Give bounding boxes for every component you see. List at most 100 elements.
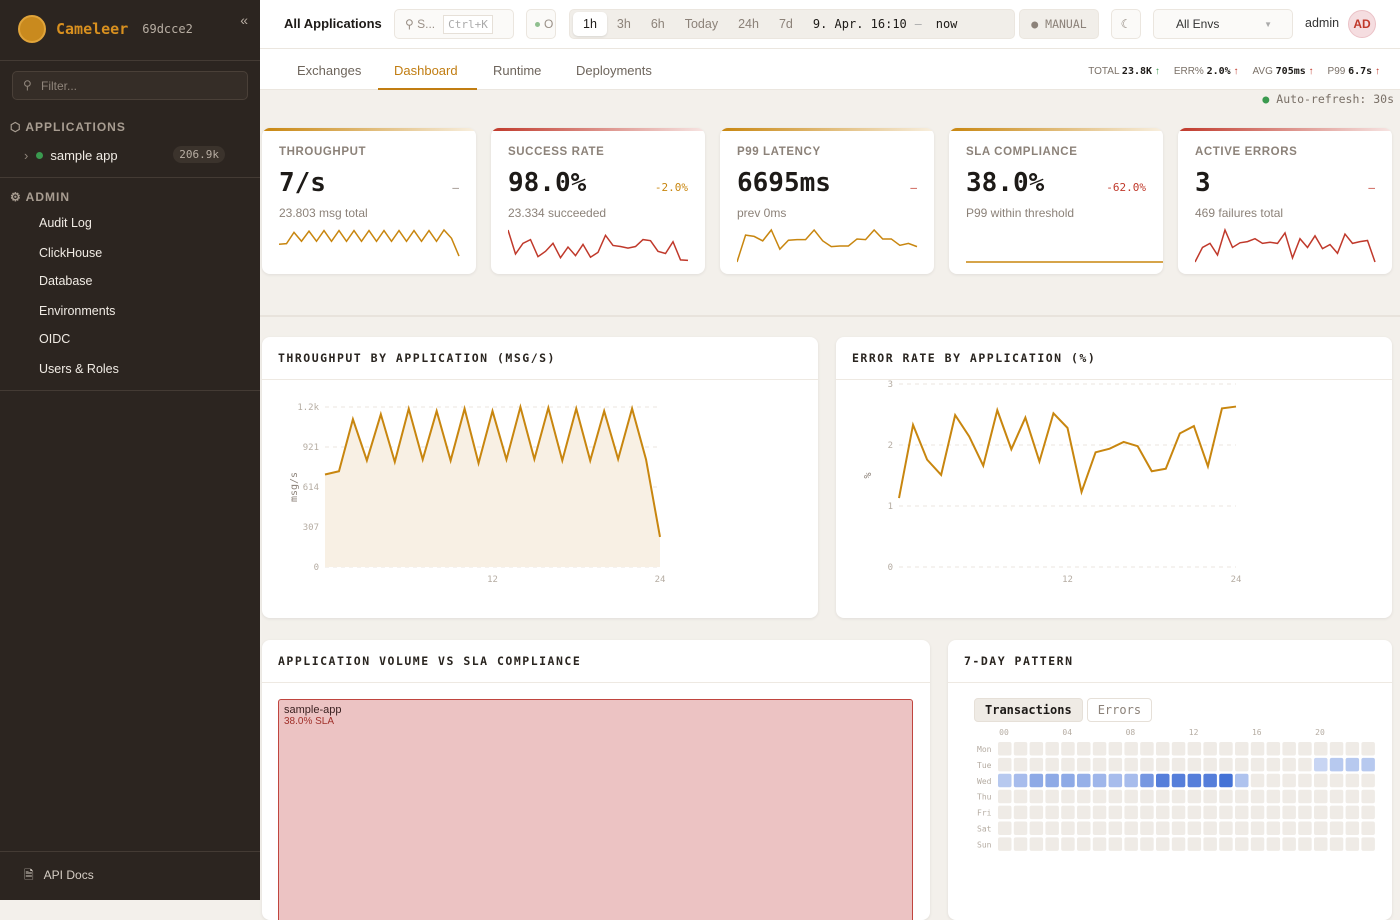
admin-item-environments[interactable]: Environments [39,304,115,318]
heatmap-cell [1361,822,1375,836]
day-label: Fri [977,809,992,818]
heatmap-cell [1188,742,1202,756]
admin-section[interactable]: ⚙ ADMIN [10,190,70,204]
api-docs-link[interactable]: 🗎 API Docs [24,866,94,887]
cube-icon: ⬡ [10,120,25,134]
status-button[interactable]: O [526,9,556,39]
range-7d[interactable]: 7d [769,17,803,31]
heatmap-cell [1014,822,1028,836]
filter-placeholder: Filter... [41,79,77,93]
range-3h[interactable]: 3h [607,17,641,31]
sparkline [508,228,705,264]
sparkline [966,228,1163,264]
heatmap-cell [1282,822,1296,836]
brand-name: Cameleer [56,20,128,38]
environment-select[interactable]: All Envs▼ [1153,9,1293,39]
heatmap-cell [1314,790,1328,804]
range-from[interactable]: 9. Apr. 16:10 [803,17,911,31]
search-icon: ⚲ [405,17,417,31]
admin-item-users-roles[interactable]: Users & Roles [39,362,119,376]
heatmap-cell [1298,758,1312,772]
range-1h[interactable]: 1h [573,12,607,36]
heatmap-cell [1203,837,1217,851]
kpi-label: ACTIVE ERRORS [1195,146,1297,158]
heatmap-cell [1267,742,1281,756]
kpi-value: 7/s [279,168,326,198]
heatmap-cell [1219,758,1233,772]
heatmap-cell [1282,758,1296,772]
range-to[interactable]: now [926,17,968,31]
heatmap-cell [1251,742,1265,756]
heatmap-cell [1314,758,1328,772]
heatmap-cell [1267,837,1281,851]
hour-label: 08 [1126,728,1136,737]
manual-refresh-button[interactable]: ● MANUAL [1019,9,1099,39]
heatmap-cell [1251,822,1265,836]
kpi-card-success-rate: SUCCESS RATE 98.0% -2.0% 23.334 succeede… [491,128,705,274]
heatmap-cell [1235,742,1249,756]
day-label: Mon [977,745,992,754]
sparkline-line [279,230,459,256]
tab-dashboard[interactable]: Dashboard [394,63,458,78]
heatmap-cell [1045,758,1059,772]
heatmap-cell [1124,790,1138,804]
heatmap-cell [1077,742,1091,756]
status-label: O [544,17,553,31]
y-tick-label: 1.2k [297,403,319,413]
theme-toggle-moon-icon[interactable]: ☾ [1111,9,1141,39]
range-6h[interactable]: 6h [641,17,675,31]
heatmap-cell [1330,758,1344,772]
heatmap-cell [1219,742,1233,756]
heatmap-cell [1235,774,1249,788]
filter-input[interactable]: ⚲Filter... [12,71,248,100]
heatmap-cell [1219,774,1233,788]
applications-section[interactable]: ⬡ APPLICATIONS [10,120,126,134]
heatmap-cell [1140,790,1154,804]
accent-bar [262,128,476,131]
admin-item-oidc[interactable]: OIDC [39,332,70,346]
env-value: All Envs [1176,17,1219,31]
search-button[interactable]: ⚲ S...Ctrl+K [394,9,514,39]
toggle-transactions[interactable]: Transactions [974,698,1083,722]
kpi-subtitle: prev 0ms [737,206,786,220]
toggle-errors[interactable]: Errors [1087,698,1152,722]
top-header: All Applications ⚲ S...Ctrl+K O 1h 3h 6h… [260,0,1400,48]
kpi-delta: -62.0% [1106,181,1146,194]
kpi-subtitle: 23.803 msg total [279,206,368,220]
day-label: Sun [977,840,992,849]
admin-item-database[interactable]: Database [39,274,93,288]
heatmap-cell [1235,758,1249,772]
heatmap-cell [1061,806,1075,820]
user-name[interactable]: admin [1305,16,1339,30]
dot-icon: ● [1031,17,1045,31]
app-name: sample app [50,148,117,163]
summary-stats: TOTAL 23.8K ↑ ERR% 2.0% ↑ AVG 705ms ↑ P9… [1088,66,1380,77]
brand[interactable]: Cameleer 69dcce2 [18,15,193,43]
sparkline-line [508,230,688,260]
sparkline [1195,228,1392,264]
range-today[interactable]: Today [675,17,728,31]
admin-item-audit-log[interactable]: Audit Log [39,216,92,230]
range-24h[interactable]: 24h [728,17,769,31]
collapse-sidebar-icon[interactable]: « [240,12,248,28]
kpi-card-sla-compliance: SLA COMPLIANCE 38.0% -62.0% P99 within t… [949,128,1163,274]
treemap-tile-sample-app[interactable]: sample-app 38.0% SLA [278,699,913,920]
heatmap-cell [1235,790,1249,804]
tab-runtime[interactable]: Runtime [493,63,541,78]
tab-exchanges[interactable]: Exchanges [297,63,361,78]
y-tick-label: 1 [888,502,893,512]
admin-item-clickhouse[interactable]: ClickHouse [39,246,102,260]
heatmap-cell [1346,758,1360,772]
heatmap-cell [1077,806,1091,820]
heatmap-cell [1124,758,1138,772]
heatmap-cell [1314,806,1328,820]
tab-deployments[interactable]: Deployments [576,63,652,78]
divider [0,60,260,61]
day-label: Tue [977,761,992,770]
heatmap-cell [1298,806,1312,820]
avatar[interactable]: AD [1348,10,1376,38]
